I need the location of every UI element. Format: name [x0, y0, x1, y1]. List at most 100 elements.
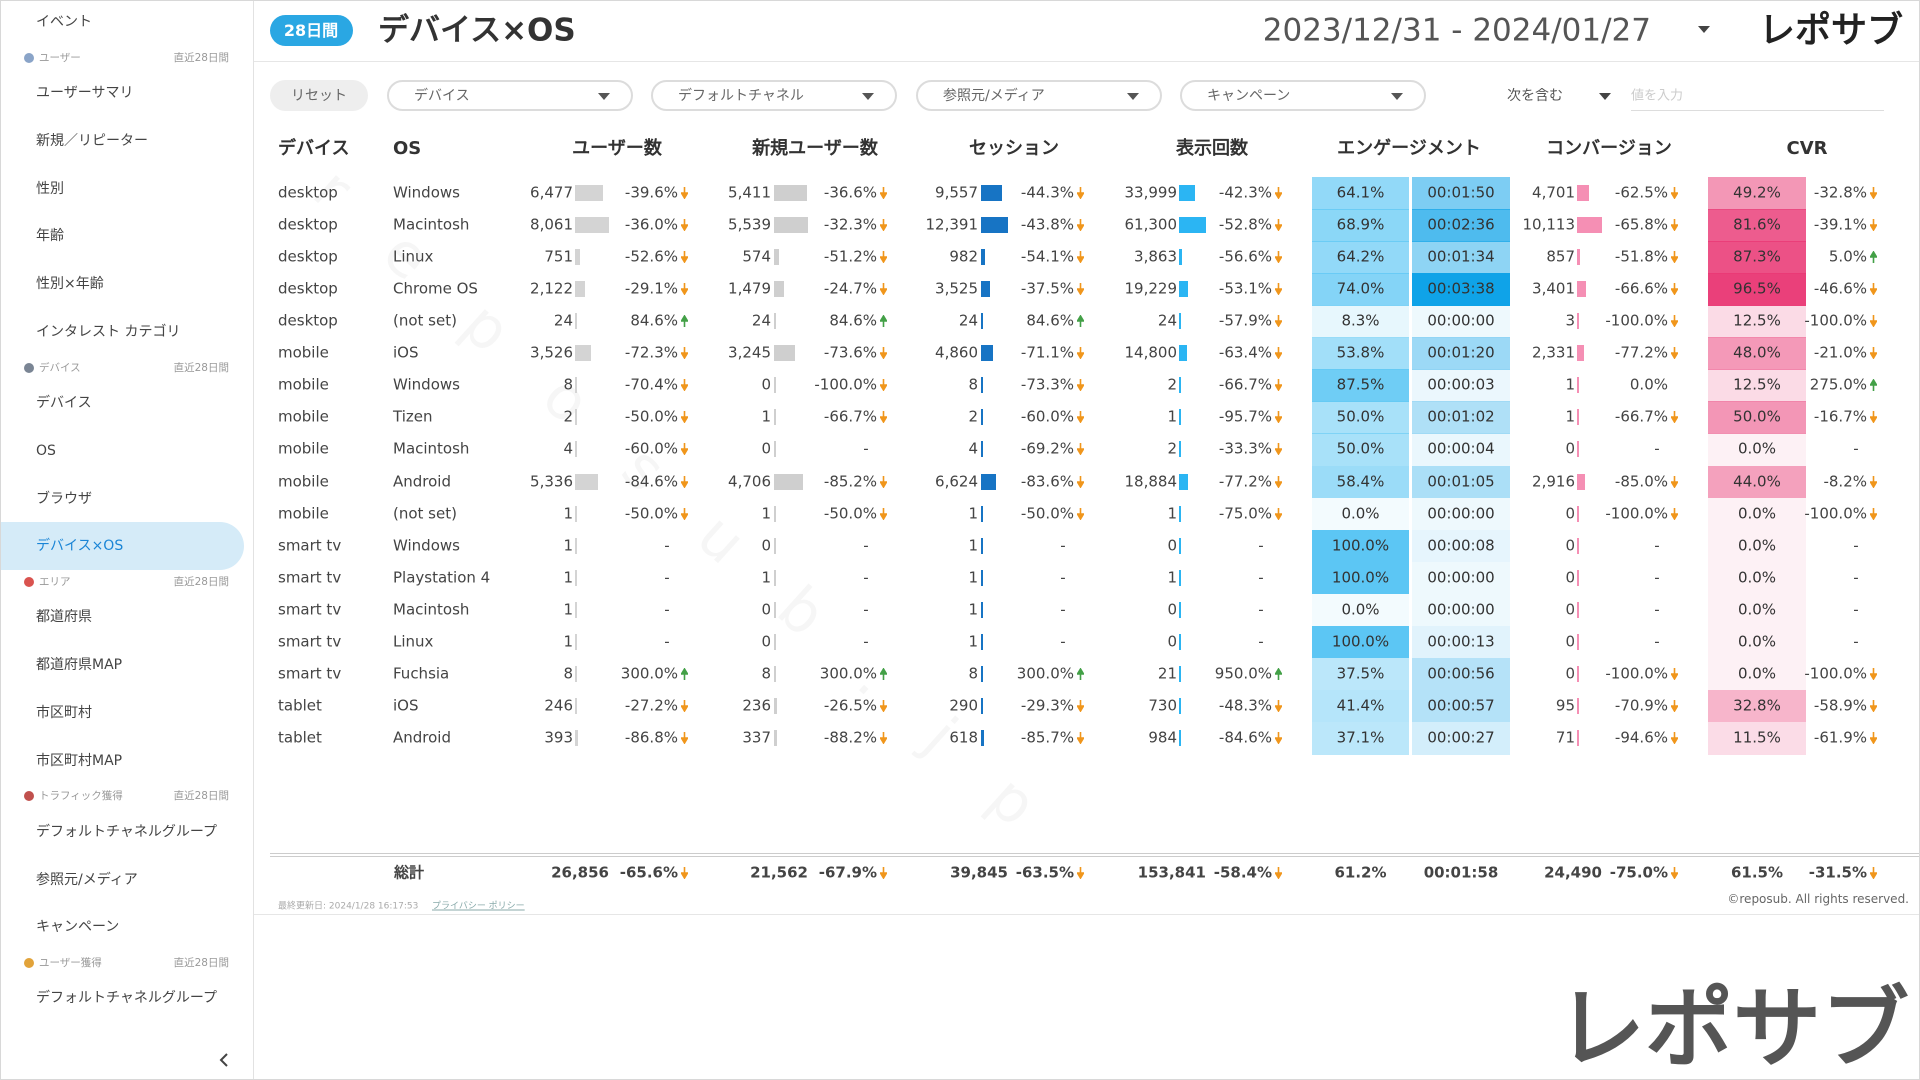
sidebar-item[interactable]: イベント [36, 14, 92, 30]
cell-bar [1577, 505, 1579, 522]
dropdown[interactable] [387, 80, 633, 111]
dropdown[interactable] [651, 80, 897, 111]
os-cell: Windows [393, 375, 460, 394]
sidebar-item[interactable]: デバイス×OS [36, 538, 124, 555]
sidebar-item[interactable]: ブラウザ [36, 490, 92, 507]
sidebar-item[interactable]: 新規／リピーター [36, 132, 148, 149]
cell-bar [575, 217, 609, 234]
sidebar-item[interactable]: デフォルトチャネルグループ [36, 990, 218, 1007]
match-select[interactable]: 次を含む [1507, 88, 1563, 104]
change-cell: 84.6% [1026, 311, 1074, 330]
section-period: 直近28日間 [173, 361, 229, 374]
sidebar-item[interactable]: 性別×年齢 [36, 276, 104, 293]
heat-cell [1412, 337, 1510, 370]
device-cell: smart tv [278, 568, 342, 587]
sidebar-item[interactable]: 参照元/メディア [36, 871, 138, 888]
cell-bar [981, 281, 990, 298]
down-arrow [1671, 347, 1678, 360]
change-cell: -62.5% [1614, 183, 1668, 202]
column-header[interactable]: コンバージョン [1546, 138, 1672, 159]
change-cell: -70.4% [624, 375, 678, 394]
column-header[interactable]: セッション [969, 138, 1059, 159]
sidebar-item[interactable]: デフォルトチャネルグループ [36, 823, 218, 840]
filter-placeholder: 値を入力 [1631, 88, 1684, 104]
number-cell: 8,061 [530, 215, 573, 234]
number-cell: 1 [563, 536, 573, 555]
total-number: 21,562 [750, 863, 808, 882]
column-header[interactable]: デバイス [278, 138, 350, 159]
column-header[interactable]: ユーザー数 [572, 138, 662, 159]
sidebar-item[interactable]: 年齢 [36, 228, 64, 245]
change-cell: - [664, 536, 670, 555]
heat-cell [1708, 465, 1806, 499]
change-cell: -73.6% [823, 343, 877, 362]
sidebar-item[interactable]: 市区町村MAP [36, 752, 123, 769]
heat-value: 37.1% [1336, 728, 1385, 747]
up-arrow [1077, 667, 1084, 680]
change-cell: - [1060, 568, 1066, 587]
sidebar-item[interactable]: キャンペーン [36, 919, 120, 936]
down-arrow [681, 443, 688, 456]
down-arrow [1275, 732, 1282, 745]
cell-bar [1577, 409, 1579, 426]
up-arrow [1870, 379, 1877, 392]
cell-bar [575, 730, 579, 747]
number-cell: 393 [544, 728, 573, 747]
column-header[interactable]: 新規ユーザー数 [752, 138, 878, 159]
sidebar-item[interactable]: OS [36, 442, 56, 459]
date-range[interactable]: 2023/12/31 - 2024/01/27 [1262, 12, 1651, 49]
device-cell: tablet [278, 728, 322, 747]
change-cell: - [1853, 536, 1859, 555]
change-cell: - [1060, 600, 1066, 619]
section-icon [24, 957, 34, 968]
dropdown-caret [1391, 93, 1403, 100]
cell-bar [981, 537, 983, 554]
cell-bar [1179, 505, 1181, 522]
filter-input[interactable] [1631, 110, 1884, 111]
number-cell: 4 [968, 439, 978, 458]
reset-button[interactable] [270, 80, 368, 111]
sidebar-item[interactable]: 都道府県 [36, 609, 92, 626]
heat-value: 50.0% [1733, 407, 1781, 426]
dropdown[interactable] [916, 80, 1162, 111]
change-cell: - [863, 536, 869, 555]
column-header[interactable]: OS [393, 138, 422, 159]
change-cell: -29.1% [624, 279, 678, 298]
sidebar-item[interactable]: 市区町村 [36, 705, 92, 721]
total-label: 総計 [394, 863, 425, 882]
change-cell: -67.9% [818, 863, 877, 882]
number-cell: 5,336 [530, 472, 573, 491]
number-cell: 0 [1565, 632, 1575, 651]
sidebar-item[interactable]: インタレスト カテゴリ [36, 324, 181, 340]
os-cell: Linux [393, 632, 434, 651]
heat-cell [1312, 529, 1409, 563]
change-cell: -66.7% [1614, 407, 1668, 426]
number-cell: 857 [1546, 247, 1575, 266]
down-arrow [880, 347, 887, 360]
privacy-link[interactable]: プライバシー ポリシー [432, 901, 525, 912]
cell-bar [1179, 313, 1181, 330]
change-cell: 300.0% [620, 664, 678, 683]
sidebar-item[interactable]: 都道府県MAP [36, 657, 123, 674]
dropdown[interactable] [1180, 80, 1426, 111]
down-arrow [1275, 251, 1282, 264]
change-cell: - [1258, 568, 1264, 587]
down-arrow [1275, 507, 1282, 520]
column-header[interactable]: CVR [1786, 138, 1828, 159]
sidebar-item[interactable]: 性別 [36, 180, 64, 197]
sidebar-item[interactable]: デバイス [36, 395, 92, 411]
change-cell: - [664, 600, 670, 619]
column-header[interactable]: 表示回数 [1176, 138, 1248, 159]
section-period: 直近28日間 [173, 575, 229, 588]
column-header[interactable]: エンゲージメント [1337, 138, 1481, 159]
down-arrow [681, 251, 688, 264]
heat-value: 0.0% [1737, 568, 1777, 587]
change-cell: 950.0% [1214, 664, 1272, 683]
heat-cell [1312, 433, 1409, 466]
sidebar-item[interactable]: ユーザーサマリ [36, 85, 134, 101]
number-cell: 6,624 [935, 472, 978, 491]
cell-bar [575, 185, 603, 201]
change-cell: -39.1% [1813, 215, 1867, 234]
down-arrow [1077, 347, 1084, 360]
number-cell: 246 [544, 696, 573, 715]
